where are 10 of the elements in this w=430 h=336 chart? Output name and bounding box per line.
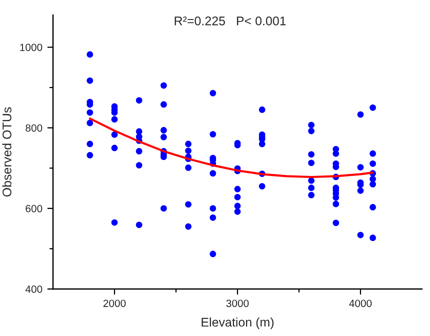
y-axis-title: Observed OTUs <box>2 107 12 197</box>
y-tick-label: 400 <box>25 286 42 293</box>
annotation: R²=0.225 P< 0.001 <box>174 16 286 26</box>
y-tick-label: 600 <box>26 204 42 212</box>
y-tick-label: 1000 <box>20 44 42 52</box>
y-tick-label: 800 <box>26 124 42 132</box>
x-tick-label: 2000 <box>103 300 126 308</box>
x-tick-label: 3000 <box>226 300 249 308</box>
x-axis-title: Elevation (m) <box>202 317 274 330</box>
x-tick-label: 4000 <box>349 300 372 308</box>
